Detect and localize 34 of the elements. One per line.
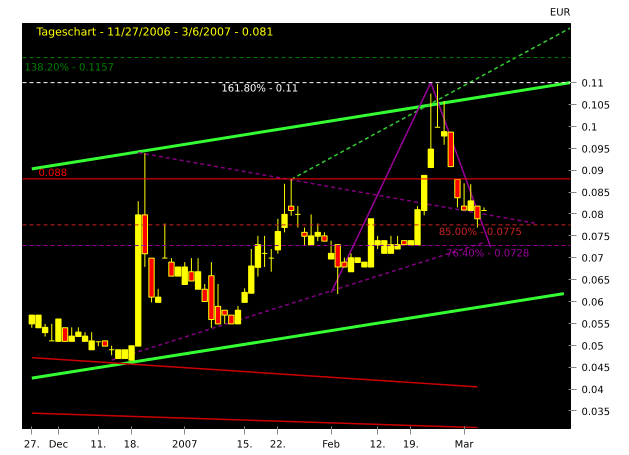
y-tick-label: 0.105 — [582, 100, 610, 112]
x-tick-label: 12. — [370, 440, 386, 450]
x-tick-label: 15. — [236, 440, 253, 450]
annotation: 161.80% - 0.11 — [221, 84, 298, 95]
x-tick-label: Dec — [48, 440, 68, 450]
y-tick-label: 0.075 — [582, 232, 610, 243]
y-tick-label: 0.05 — [582, 341, 604, 352]
x-tick-label: 27. — [24, 440, 40, 450]
annotation: 0.088 — [38, 168, 68, 179]
y-axis-title: EUR — [550, 8, 571, 18]
y-tick-label: 0.08 — [582, 210, 604, 221]
x-tick-label: Feb — [322, 440, 340, 450]
y-tick-label: 0.06 — [582, 298, 604, 309]
y-tick-label: 0.11 — [582, 78, 604, 90]
y-tick-label: 0.1 — [582, 122, 598, 134]
x-tick-label: 22. — [270, 440, 286, 450]
y-tick-label: 0.04 — [582, 385, 604, 396]
y-tick-label: 0.035 — [582, 406, 610, 418]
x-tick-label: 2007 — [172, 440, 198, 450]
x-tick-label: 19. — [402, 440, 419, 450]
y-tick-label: 0.095 — [582, 144, 610, 156]
chart-title: Tageschart - 11/27/2006 - 3/6/2007 - 0.081 — [36, 26, 274, 38]
y-tick-label: 0.045 — [582, 363, 610, 374]
annotation: 138.20% - 0.1157 — [24, 62, 114, 74]
x-tick-label: 18. — [124, 440, 140, 450]
y-tick-label: 0.07 — [582, 254, 604, 265]
y-tick-label: 0.065 — [582, 276, 610, 287]
annotation: 76.40% - 0.0728 — [446, 248, 530, 260]
x-tick-label: 11. — [90, 440, 106, 450]
annotation: 85.00% - 0.0775 — [438, 226, 522, 238]
y-tick-label: 0.055 — [582, 319, 610, 330]
x-tick-label: Mar — [454, 440, 474, 450]
y-tick-label: 0.09 — [582, 166, 604, 178]
y-tick-label: 0.085 — [582, 188, 610, 200]
